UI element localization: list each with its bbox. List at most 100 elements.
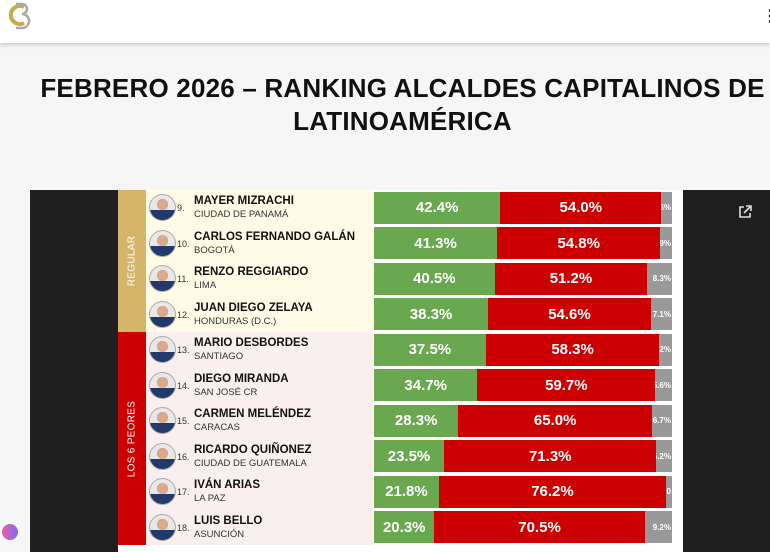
approve-segment: 40.5%	[374, 262, 495, 295]
group-background	[146, 332, 373, 545]
mayor-row: 10. CARLOS FERNANDO GALÁN BOGOTÁ	[146, 226, 373, 261]
none-segment: 4.2%	[659, 333, 672, 366]
disapprove-segment: 54.8%	[497, 227, 661, 259]
rank-number: 10.	[177, 238, 190, 249]
disapprove-segment: 54.0%	[500, 191, 662, 224]
approve-segment: 21.8%	[374, 475, 439, 508]
kebab-menu-icon[interactable]: ⋮	[762, 8, 770, 25]
mayor-name: IVÁN ARIAS	[194, 479, 261, 491]
rank-number: 16.	[177, 451, 190, 462]
mayor-name: RICARDO QUIÑONEZ	[194, 443, 312, 456]
city-name: BOGOTÁ	[194, 244, 235, 256]
city-name: SANTIAGO	[194, 351, 244, 362]
approve-segment: 28.3%	[374, 404, 459, 437]
approval-bar: 28.3% 65.0% 6.7%	[374, 404, 672, 437]
mayor-name: DIEGO MIRANDA	[194, 372, 289, 385]
open-external-icon[interactable]	[738, 205, 752, 219]
mayor-name: CARLOS FERNANDO GALÁN	[194, 230, 355, 243]
rank-number: 17.	[177, 487, 190, 497]
avatar	[149, 265, 176, 292]
disapprove-segment: 76.2%	[438, 475, 667, 508]
disapprove-segment: 58.3%	[485, 333, 660, 366]
none-segment: 2.0	[666, 475, 672, 508]
mayor-row: 12. JUAN DIEGO ZELAYA HONDURAS (D.C.)	[146, 297, 373, 332]
avatar	[149, 371, 176, 399]
rank-number: 12.	[177, 309, 190, 320]
rank-number: 14.	[177, 380, 190, 391]
city-name: LA PAZ	[194, 493, 226, 504]
rank-number: 9.	[177, 203, 185, 213]
group-label-text: REGULAR	[126, 235, 138, 287]
disapprove-segment: 65.0%	[458, 404, 653, 437]
avatar	[149, 300, 176, 328]
rank-number: 18.	[177, 522, 190, 533]
city-name: CARACAS	[194, 422, 240, 433]
approval-bar: 38.3% 54.6% 7.1%	[374, 298, 672, 330]
approval-bar: 23.5%71.3%5.2%	[374, 440, 672, 472]
avatar	[149, 407, 176, 434]
approve-segment: 41.3%	[374, 227, 498, 259]
site-logo[interactable]	[6, 1, 32, 32]
approval-bar: 40.5% 51.2% 8.3%	[374, 262, 672, 295]
approve-segment: 42.4%	[374, 191, 501, 224]
city-name: HONDURAS (D.C.)	[194, 315, 277, 327]
mayor-row: 14. DIEGO MIRANDA SAN JOSÉ CR	[146, 368, 373, 403]
city-name: ASUNCIÓN	[194, 528, 245, 540]
group-background	[146, 190, 373, 332]
rank-number: 15.	[177, 416, 190, 426]
approval-bar: 21.8%76.2%2.0	[374, 475, 672, 508]
none-segment: 8.3%	[647, 262, 672, 295]
mayor-row: 11. RENZO REGGIARDO LIMA	[146, 261, 373, 296]
city-name: CIUDAD DE GUATEMALA	[194, 457, 307, 469]
assistant-icon[interactable]	[2, 524, 18, 540]
disapprove-segment: 70.5%	[434, 511, 645, 543]
mayor-name: JUAN DIEGO ZELAYA	[194, 301, 313, 314]
approval-bar: 34.7%59.7%5.6%	[374, 369, 672, 401]
avatar	[149, 194, 176, 221]
avatar	[149, 478, 176, 505]
approval-bar: 42.4%54.0%3.6%	[374, 191, 672, 224]
rank-number: 11.	[177, 274, 189, 284]
none-segment: 3.6%	[661, 191, 672, 224]
none-segment: 7.1%	[650, 298, 672, 330]
mayor-row: 15. CARMEN MELÉNDEZ CARACAS	[146, 403, 373, 438]
avatar	[149, 442, 176, 470]
none-segment: 6.7%	[652, 404, 672, 437]
city-name: CIUDAD DE PANAMÁ	[194, 209, 289, 220]
approval-bar: 37.5%58.3%4.2%	[374, 333, 672, 366]
rank-number: 13.	[177, 345, 190, 355]
group-label-text: LOS 6 PEORES	[126, 400, 138, 477]
approval-bar: 41.3%54.8%3.9%	[374, 227, 672, 259]
mayor-row: 17. IVÁN ARIAS LA PAZ	[146, 474, 373, 509]
approve-segment: 23.5%	[374, 440, 445, 472]
mayor-name: MAYER MIZRACHI	[194, 195, 294, 207]
disapprove-segment: 71.3%	[444, 440, 657, 472]
mayor-name: LUIS BELLO	[194, 514, 263, 527]
none-segment: 5.2%	[656, 440, 672, 472]
city-name: SAN JOSÉ CR	[194, 386, 258, 398]
city-name: LIMA	[194, 280, 217, 291]
approve-segment: 20.3%	[374, 511, 435, 543]
mayor-row: 16. RICARDO QUIÑONEZ CIUDAD DE GUATEMALA	[146, 439, 373, 474]
none-segment: 5.6%	[655, 369, 672, 401]
mayor-row: 13. MARIO DESBORDES SANTIAGO	[146, 332, 373, 367]
avatar	[149, 336, 176, 363]
disapprove-segment: 51.2%	[494, 262, 648, 295]
page-title: FEBRERO 2026 – RANKING ALCALDES CAPITALI…	[40, 73, 765, 136]
approve-segment: 38.3%	[374, 298, 489, 330]
approve-segment: 37.5%	[374, 333, 486, 366]
mayor-name: RENZO REGGIARDO	[194, 266, 309, 278]
approve-segment: 34.7%	[374, 369, 478, 401]
avatar	[149, 229, 176, 257]
none-segment: 9.2%	[644, 511, 672, 543]
approval-bar: 20.3% 70.5% 9.2%	[374, 511, 672, 543]
mayor-name: CARMEN MELÉNDEZ	[194, 408, 311, 420]
mayor-name: MARIO DESBORDES	[194, 337, 309, 349]
none-segment: 3.9%	[660, 227, 672, 259]
group-label: LOS 6 PEORES	[118, 332, 146, 545]
site-header: ⋮	[0, 0, 770, 43]
disapprove-segment: 59.7%	[477, 369, 656, 401]
mayor-row: 18. LUIS BELLO ASUNCIÓN	[146, 510, 373, 545]
group-label: REGULAR	[118, 190, 146, 332]
disapprove-segment: 54.6%	[488, 298, 651, 330]
